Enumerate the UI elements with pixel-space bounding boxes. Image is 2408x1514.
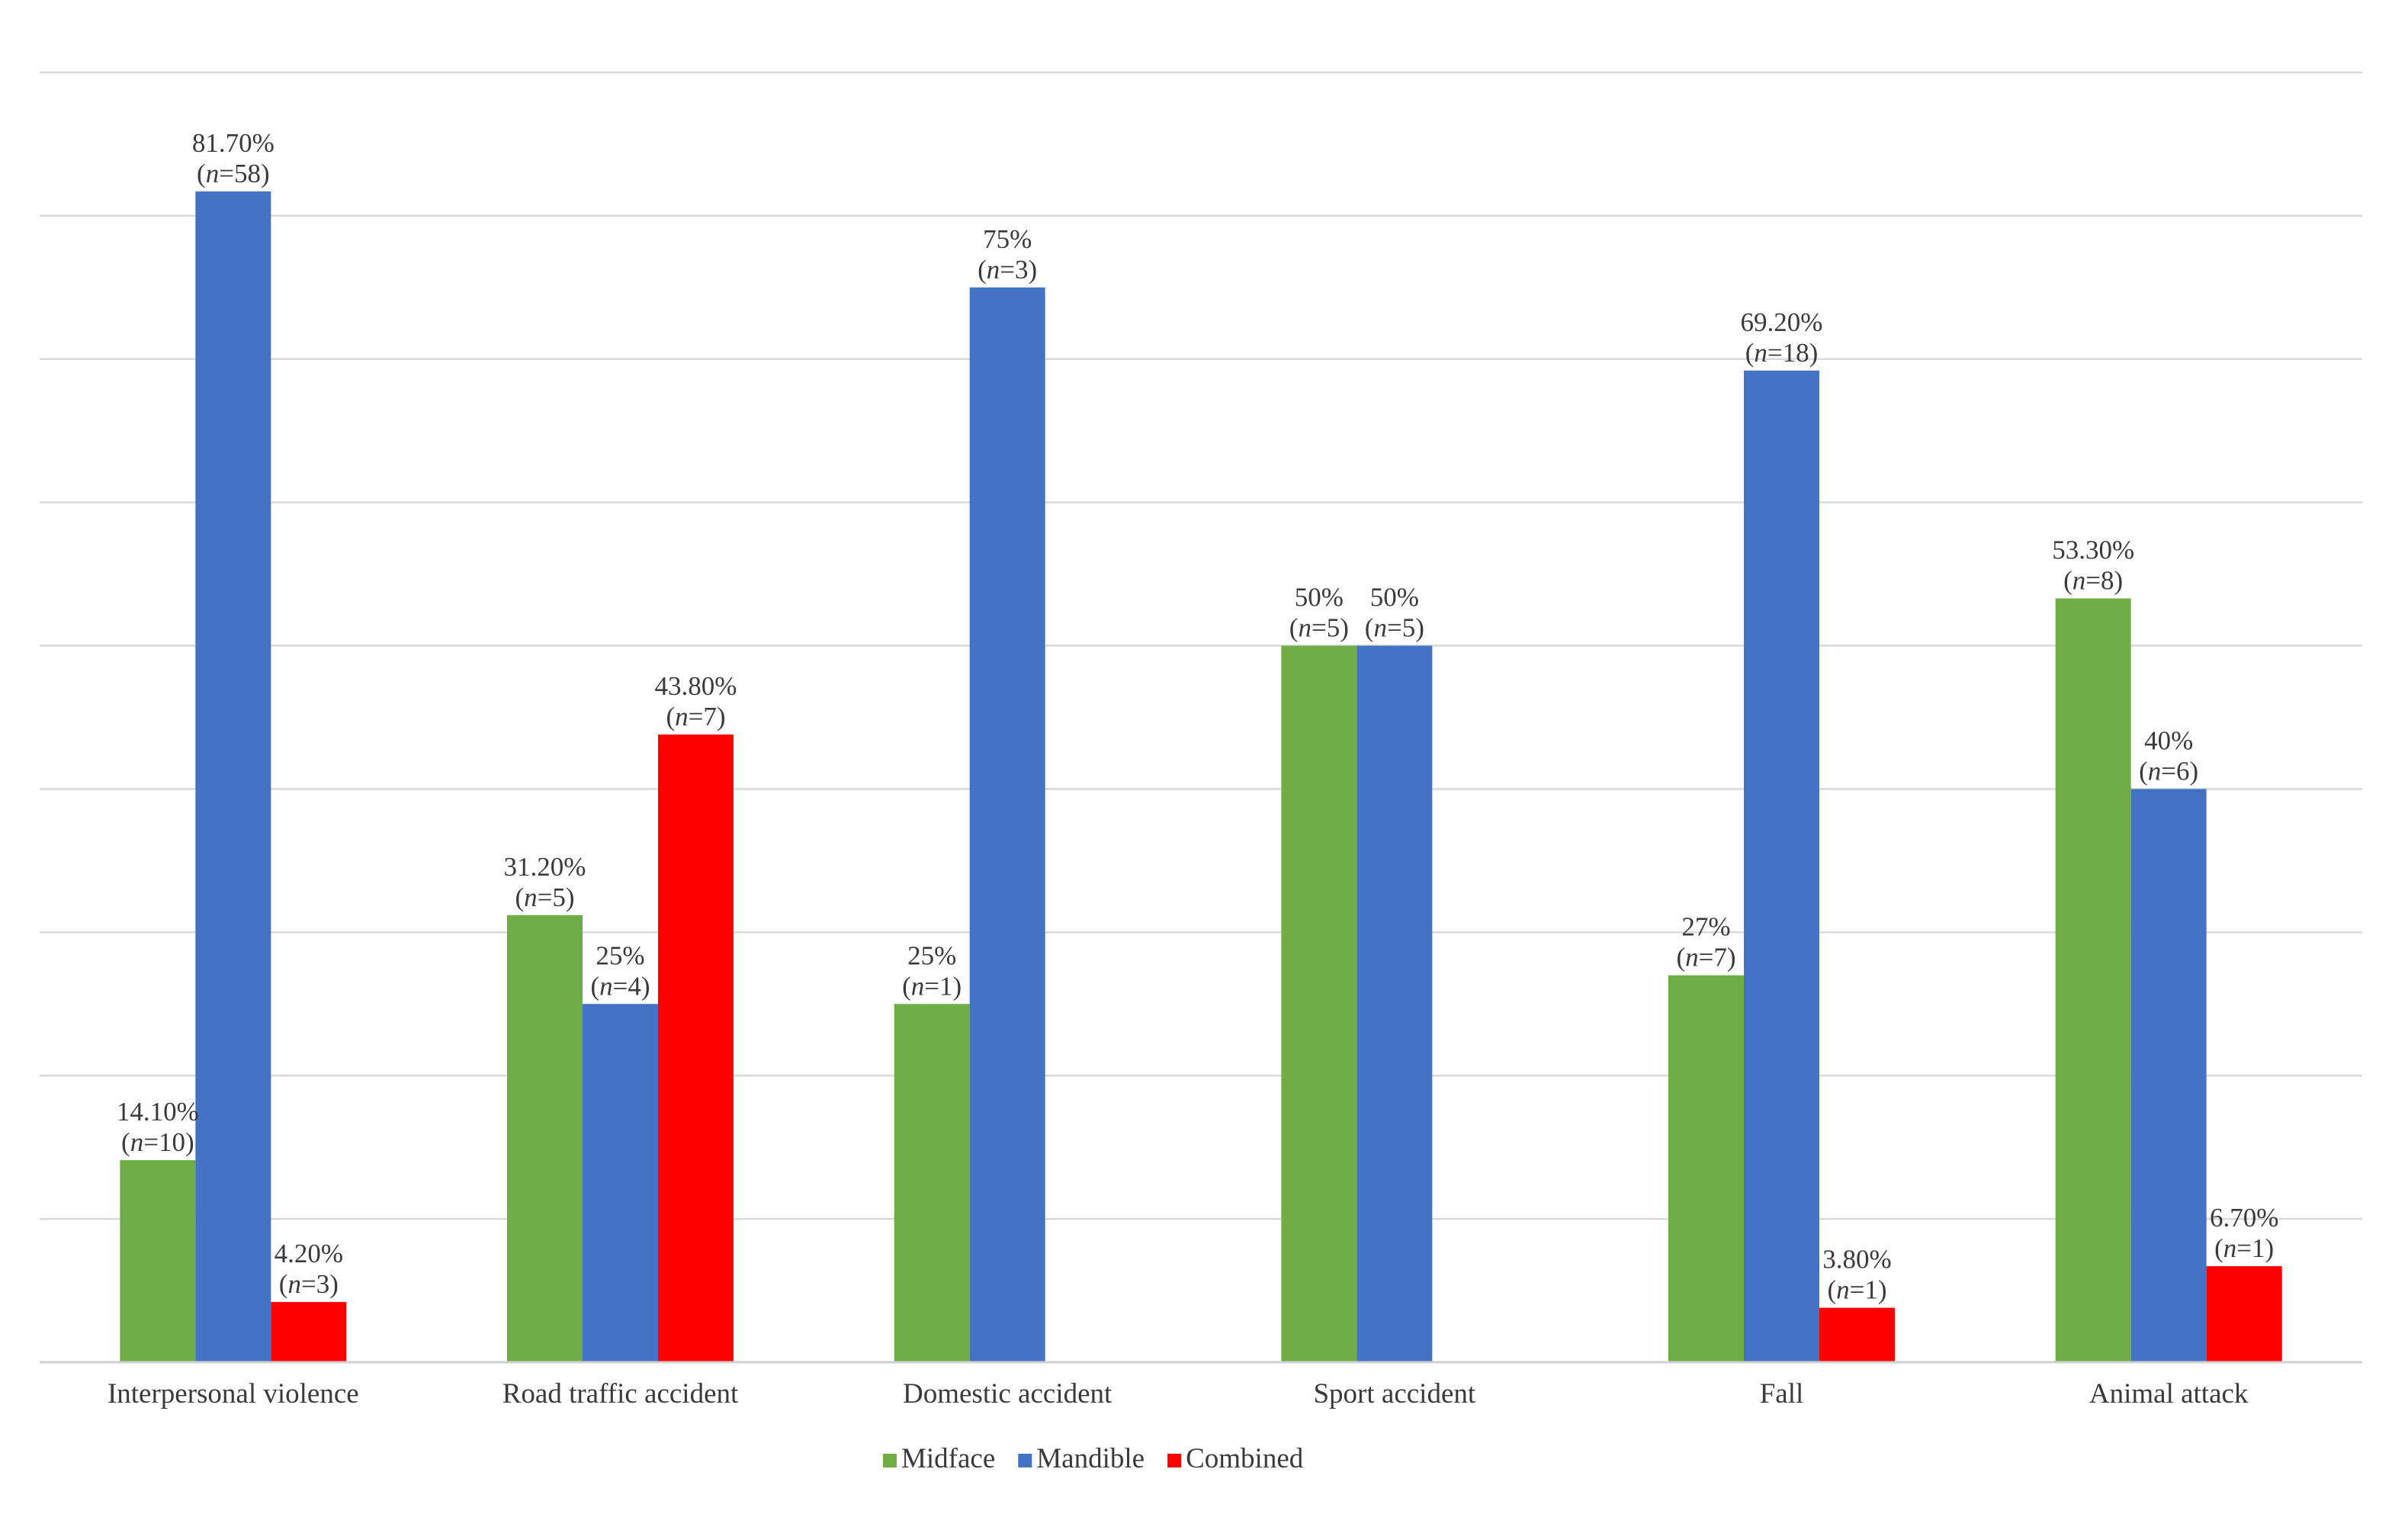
data-label-pct-combined-road-traffic-accident: 43.80% — [655, 671, 737, 701]
data-labels: 14.10%(n=10)81.70%(n=58)4.20%(n=3)31.20%… — [117, 128, 2278, 1305]
bar-mandible-sport-accident — [1357, 645, 1433, 1362]
data-label-pct-midface-road-traffic-accident: 31.20% — [504, 852, 586, 882]
data-label-n-combined-interpersonal-violence: (n=3) — [279, 1269, 339, 1299]
data-label-pct-mandible-animal-attack: 40% — [2144, 725, 2193, 755]
x-tick-label-domestic-accident: Domestic accident — [903, 1378, 1112, 1410]
bar-midface-sport-accident — [1281, 645, 1357, 1362]
data-label-n-mandible-sport-accident: (n=5) — [1365, 613, 1424, 643]
gridlines — [40, 71, 2362, 1220]
legend-swatch-mandible — [1018, 1454, 1032, 1467]
data-label-n-midface-fall: (n=7) — [1676, 943, 1735, 972]
data-label-n-combined-fall: (n=1) — [1827, 1275, 1886, 1305]
legend: Midface Mandible Combined — [883, 1443, 1304, 1474]
data-label-n-combined-road-traffic-accident: (n=7) — [666, 702, 725, 731]
legend-swatch-combined — [1167, 1454, 1182, 1467]
bar-combined-animal-attack — [2206, 1266, 2282, 1362]
x-axis: Interpersonal violence Road traffic accid… — [40, 1361, 2362, 1410]
bar-mandible-animal-attack — [2130, 789, 2207, 1362]
data-label-pct-midface-interpersonal-violence: 14.10% — [117, 1097, 199, 1127]
bars — [120, 191, 2282, 1363]
data-label-n-mandible-animal-attack: (n=6) — [2139, 756, 2198, 786]
bar-combined-road-traffic-accident — [658, 734, 734, 1362]
data-label-pct-midface-sport-accident: 50% — [1295, 583, 1344, 612]
bar-combined-fall — [1819, 1307, 1895, 1362]
bar-midface-interpersonal-violence — [120, 1160, 196, 1362]
data-label-n-mandible-domestic-accident: (n=3) — [978, 255, 1037, 284]
data-label-n-midface-animal-attack: (n=8) — [2063, 566, 2123, 596]
data-label-pct-midface-fall: 27% — [1681, 912, 1730, 942]
bar-midface-fall — [1668, 975, 1744, 1362]
data-label-n-midface-interpersonal-violence: (n=10) — [121, 1127, 194, 1157]
x-tick-label-road-traffic-accident: Road traffic accident — [502, 1378, 739, 1410]
x-tick-label-interpersonal-violence: Interpersonal violence — [108, 1378, 359, 1410]
data-label-pct-mandible-fall: 69.20% — [1741, 307, 1823, 337]
data-label-pct-midface-domestic-accident: 25% — [907, 940, 956, 970]
legend-label-mandible: Mandible — [1036, 1443, 1145, 1474]
bar-midface-road-traffic-accident — [507, 915, 583, 1362]
x-tick-label-fall: Fall — [1760, 1378, 1804, 1410]
data-label-pct-combined-animal-attack: 6.70% — [2210, 1203, 2278, 1233]
data-label-pct-mandible-sport-accident: 50% — [1370, 583, 1419, 612]
bar-midface-animal-attack — [2055, 598, 2131, 1362]
bar-combined-interpersonal-violence — [271, 1302, 347, 1362]
data-label-n-mandible-interpersonal-violence: (n=58) — [197, 159, 270, 188]
data-label-pct-mandible-road-traffic-accident: 25% — [596, 940, 644, 970]
data-label-pct-midface-animal-attack: 53.30% — [2052, 535, 2134, 565]
x-tick-label-animal-attack: Animal attack — [2089, 1378, 2249, 1410]
data-label-pct-mandible-domestic-accident: 75% — [983, 224, 1032, 254]
data-label-pct-combined-interpersonal-violence: 4.20% — [275, 1239, 343, 1268]
bar-mandible-road-traffic-accident — [583, 1004, 658, 1362]
bar-mandible-fall — [1744, 370, 1819, 1363]
data-label-n-midface-road-traffic-accident: (n=5) — [515, 882, 574, 912]
data-label-n-mandible-road-traffic-accident: (n=4) — [590, 971, 650, 1001]
x-tick-label-sport-accident: Sport accident — [1313, 1378, 1475, 1410]
legend-swatch-midface — [883, 1454, 897, 1467]
bar-midface-domestic-accident — [894, 1004, 970, 1362]
legend-label-combined: Combined — [1186, 1443, 1304, 1474]
data-label-n-mandible-fall: (n=18) — [1745, 338, 1819, 368]
bar-mandible-interpersonal-violence — [195, 191, 271, 1363]
data-label-pct-mandible-interpersonal-violence: 81.70% — [192, 128, 275, 158]
bar-mandible-domestic-accident — [969, 287, 1045, 1362]
legend-label-midface: Midface — [901, 1443, 995, 1474]
data-label-n-midface-sport-accident: (n=5) — [1289, 613, 1349, 643]
data-label-pct-combined-fall: 3.80% — [1822, 1245, 1891, 1275]
data-label-n-combined-animal-attack: (n=1) — [2214, 1233, 2274, 1263]
data-label-n-midface-domestic-accident: (n=1) — [902, 971, 962, 1001]
